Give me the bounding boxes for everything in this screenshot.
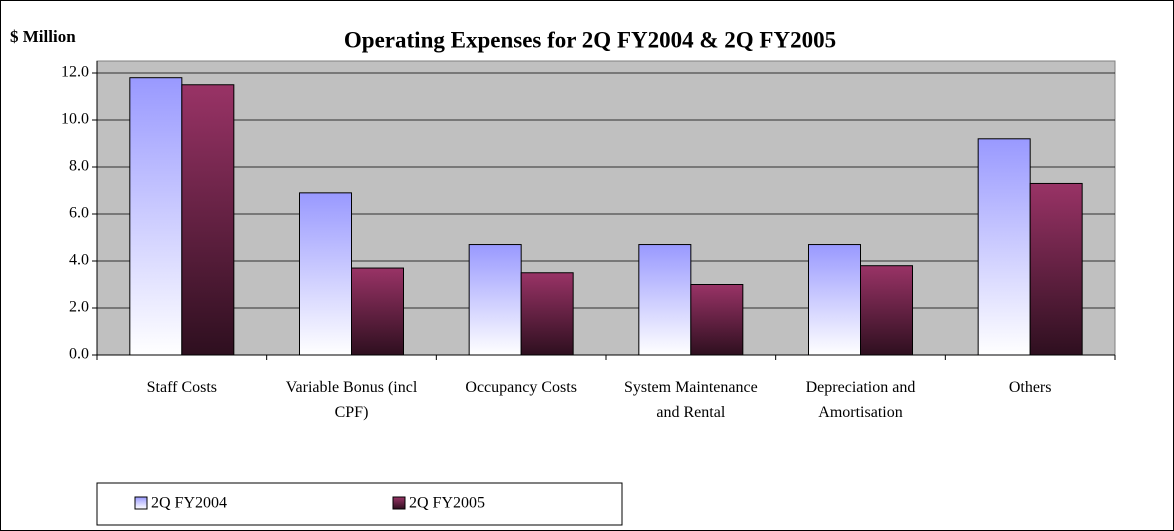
bar [860,265,913,356]
legend-swatch [134,496,148,510]
bar [690,284,744,356]
bar [351,267,404,356]
y-axis-label: $ Million [10,27,76,46]
y-tick-label: 8.0 [69,158,89,175]
legend-label: 2Q FY2005 [409,495,485,512]
y-tick-label: 4.0 [69,252,89,269]
plot-area [96,60,1116,356]
bar [808,244,861,356]
bar [520,272,574,356]
bar [977,138,1031,356]
bar [181,84,235,356]
x-tick-label: Variable Bonus (incl CPF) [285,379,418,421]
bar [468,244,522,356]
y-tick-label: 0.0 [69,346,89,363]
x-tick-label: Occupancy Costs [465,379,577,396]
x-tick-label: Staff Costs [146,379,218,396]
y-tick-label: 12.0 [61,64,89,81]
x-tick-label: Depreciation and Amortisation [805,379,916,421]
legend-box [96,482,623,526]
y-tick-label: 10.0 [61,111,89,128]
chart-title: Operating Expenses for 2Q FY2004 & 2Q FY… [344,27,836,52]
x-tick-label: Others [1008,379,1052,396]
bar [129,77,183,356]
bar [638,244,692,356]
bar [299,192,352,356]
x-tick-label: System Maintenance and Rental [623,379,758,421]
bar [1029,182,1083,356]
y-tick-label: 2.0 [69,299,89,316]
y-tick-label: 6.0 [69,205,89,222]
legend-swatch [392,496,406,510]
legend-label: 2Q FY2004 [151,495,227,512]
